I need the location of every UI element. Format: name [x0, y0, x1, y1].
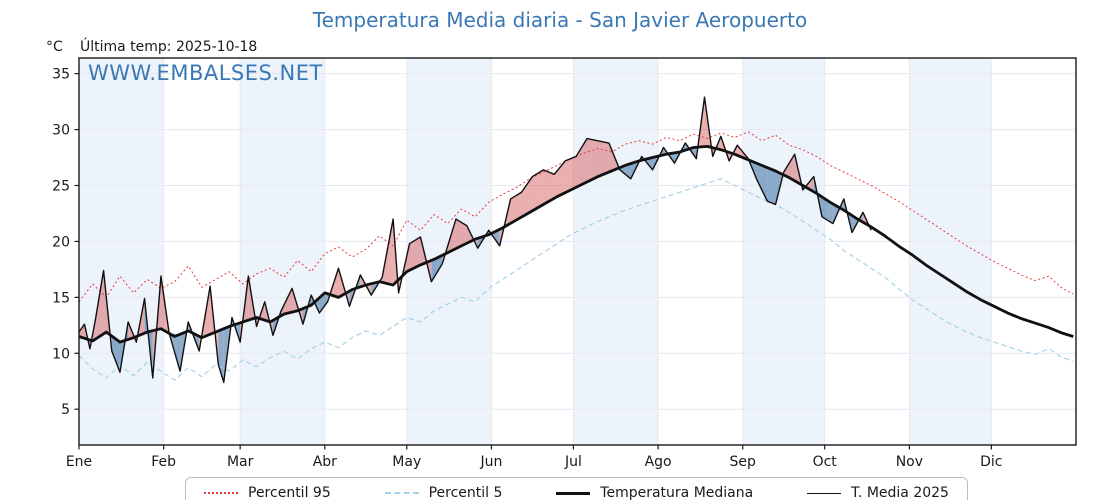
fill-below-median — [767, 167, 776, 205]
month-band — [909, 58, 992, 445]
series-t-media-2025 — [78, 96, 872, 384]
fill-above-median — [510, 192, 522, 224]
fill-above-median — [565, 156, 577, 193]
month-band — [79, 58, 164, 445]
legend-label: T. Media 2025 — [851, 485, 949, 500]
legend-line-sample-t-media-2025-icon — [807, 492, 842, 494]
y-tick-label: 35 — [52, 67, 70, 83]
legend-label: Percentil 95 — [248, 485, 331, 500]
legend-label: Temperatura Mediana — [600, 485, 754, 500]
fill-above-median — [587, 138, 598, 182]
legend-line-sample-mediana-icon — [556, 491, 591, 495]
last-temp-label: Última temp: 2025-10-18 — [80, 39, 258, 55]
x-tick-label: Ago — [645, 454, 672, 470]
fill-above-median — [543, 169, 555, 205]
fill-above-median — [455, 219, 467, 249]
month-band — [573, 58, 659, 445]
x-tick-label: Oct — [813, 454, 838, 470]
legend-item-percentil-95: Percentil 95 — [204, 485, 331, 500]
y-axis-unit-label: °C — [46, 39, 63, 55]
y-tick-label: 15 — [52, 290, 70, 306]
x-tick-label: Abr — [313, 454, 337, 470]
series-temperatura-mediana — [78, 144, 1074, 344]
x-tick-label: Jun — [480, 454, 503, 470]
fill-above-median — [597, 140, 609, 177]
legend-item-percentil-5: Percentil 5 — [384, 485, 503, 500]
legend-line-sample-percentil-95-icon — [204, 492, 238, 494]
fill-above-median — [532, 169, 544, 211]
month-band — [742, 58, 825, 445]
fill-above-median — [783, 154, 795, 181]
chart-legend: Percentil 95 Percentil 5 Temperatura Med… — [185, 477, 968, 500]
fill-below-median — [756, 163, 768, 202]
series-percentil-95 — [78, 131, 1074, 303]
fill-above-median — [576, 138, 588, 188]
fill-above-median — [409, 236, 421, 271]
month-band — [240, 58, 325, 445]
x-tick-label: Dic — [980, 454, 1002, 470]
y-tick-label: 30 — [52, 123, 70, 139]
x-tick-label: Mar — [227, 454, 254, 470]
legend-line-sample-percentil-5-icon — [384, 492, 419, 494]
fill-above-median — [554, 160, 566, 199]
legend-label: Percentil 5 — [428, 485, 503, 500]
fill-below-median — [319, 293, 328, 314]
fill-above-median — [79, 324, 85, 339]
watermark: WWW.EMBALSES.NET — [88, 61, 323, 85]
x-tick-label: Sep — [730, 454, 757, 470]
fill-above-median — [521, 176, 533, 218]
page-title: Temperatura Media diaria - San Javier Ae… — [312, 8, 808, 32]
legend-item-temperatura-mediana: Temperatura Mediana — [556, 485, 753, 500]
x-tick-label: Nov — [896, 454, 923, 470]
plot-border — [78, 57, 1077, 446]
fill-below-median — [431, 255, 443, 282]
fill-below-median — [111, 336, 120, 373]
x-tick-label: Ene — [66, 454, 92, 470]
x-tick-label: Feb — [151, 454, 176, 470]
series-percentil-5 — [78, 178, 1074, 381]
fill-below-median — [218, 328, 224, 383]
y-tick-label: 10 — [52, 346, 70, 362]
legend-item-t-media-2025: T. Media 2025 — [807, 485, 949, 500]
y-tick-label: 20 — [52, 234, 70, 250]
fill-above-median — [95, 270, 104, 340]
y-tick-label: 5 — [61, 402, 70, 418]
y-tick-label: 25 — [52, 179, 70, 195]
fill-above-median — [152, 276, 161, 378]
x-tick-label: May — [392, 454, 421, 470]
x-tick-label: Jul — [564, 454, 582, 470]
